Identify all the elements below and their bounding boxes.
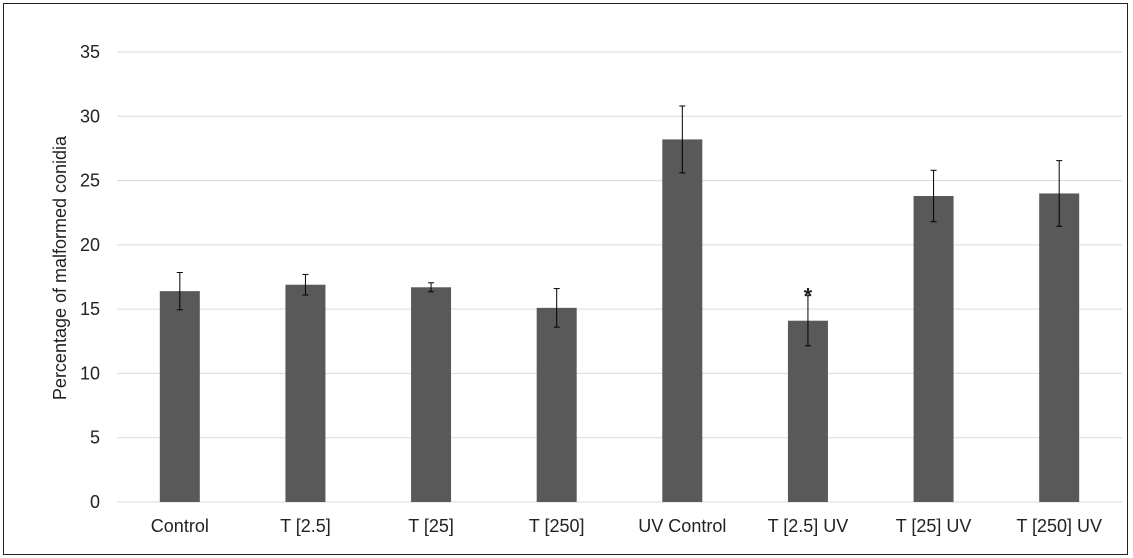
bars [159,139,1080,502]
x-tick-label: T [2.5] UV [768,516,849,536]
error-bars [176,105,1063,347]
bar [159,291,200,502]
x-tick-labels: Control T [2.5] T [25] T [250] UV Control T [… [151,516,1102,536]
y-tick-label: 5 [90,428,100,448]
bar [662,139,703,502]
bar [1039,193,1080,502]
x-tick-label: T [250] [529,516,585,536]
y-axis-title: Percentage of malformed conidia [50,135,70,400]
x-tick-label: T [250] UV [1016,516,1102,536]
x-tick-label: UV Control [638,516,726,536]
bar [787,320,828,502]
x-tick-label: T [2.5] [280,516,331,536]
x-tick-label: T [25] UV [896,516,972,536]
bar [536,307,577,502]
bar [285,284,326,502]
x-tick-label: Control [151,516,209,536]
error-bar [302,273,309,296]
error-bar [930,169,937,223]
error-bar [176,272,183,311]
error-bar [553,288,560,328]
annotations: * [804,284,813,309]
error-bar [428,282,435,293]
y-tick-label: 30 [80,106,100,126]
significance-annotation: * [804,284,813,309]
y-tick-label: 20 [80,235,100,255]
error-bar [804,295,811,347]
y-tick-label: 0 [90,492,100,512]
error-bar [1056,160,1063,227]
y-tick-label: 10 [80,363,100,383]
bar [411,287,452,502]
y-tick-labels: 0 5 10 15 20 25 30 35 [80,42,100,512]
x-tick-label: T [25] [408,516,454,536]
y-tick-label: 35 [80,42,100,62]
bar [913,196,954,502]
error-bar [679,105,686,174]
y-tick-label: 25 [80,171,100,191]
gridlines [117,51,1122,503]
y-tick-label: 15 [80,299,100,319]
